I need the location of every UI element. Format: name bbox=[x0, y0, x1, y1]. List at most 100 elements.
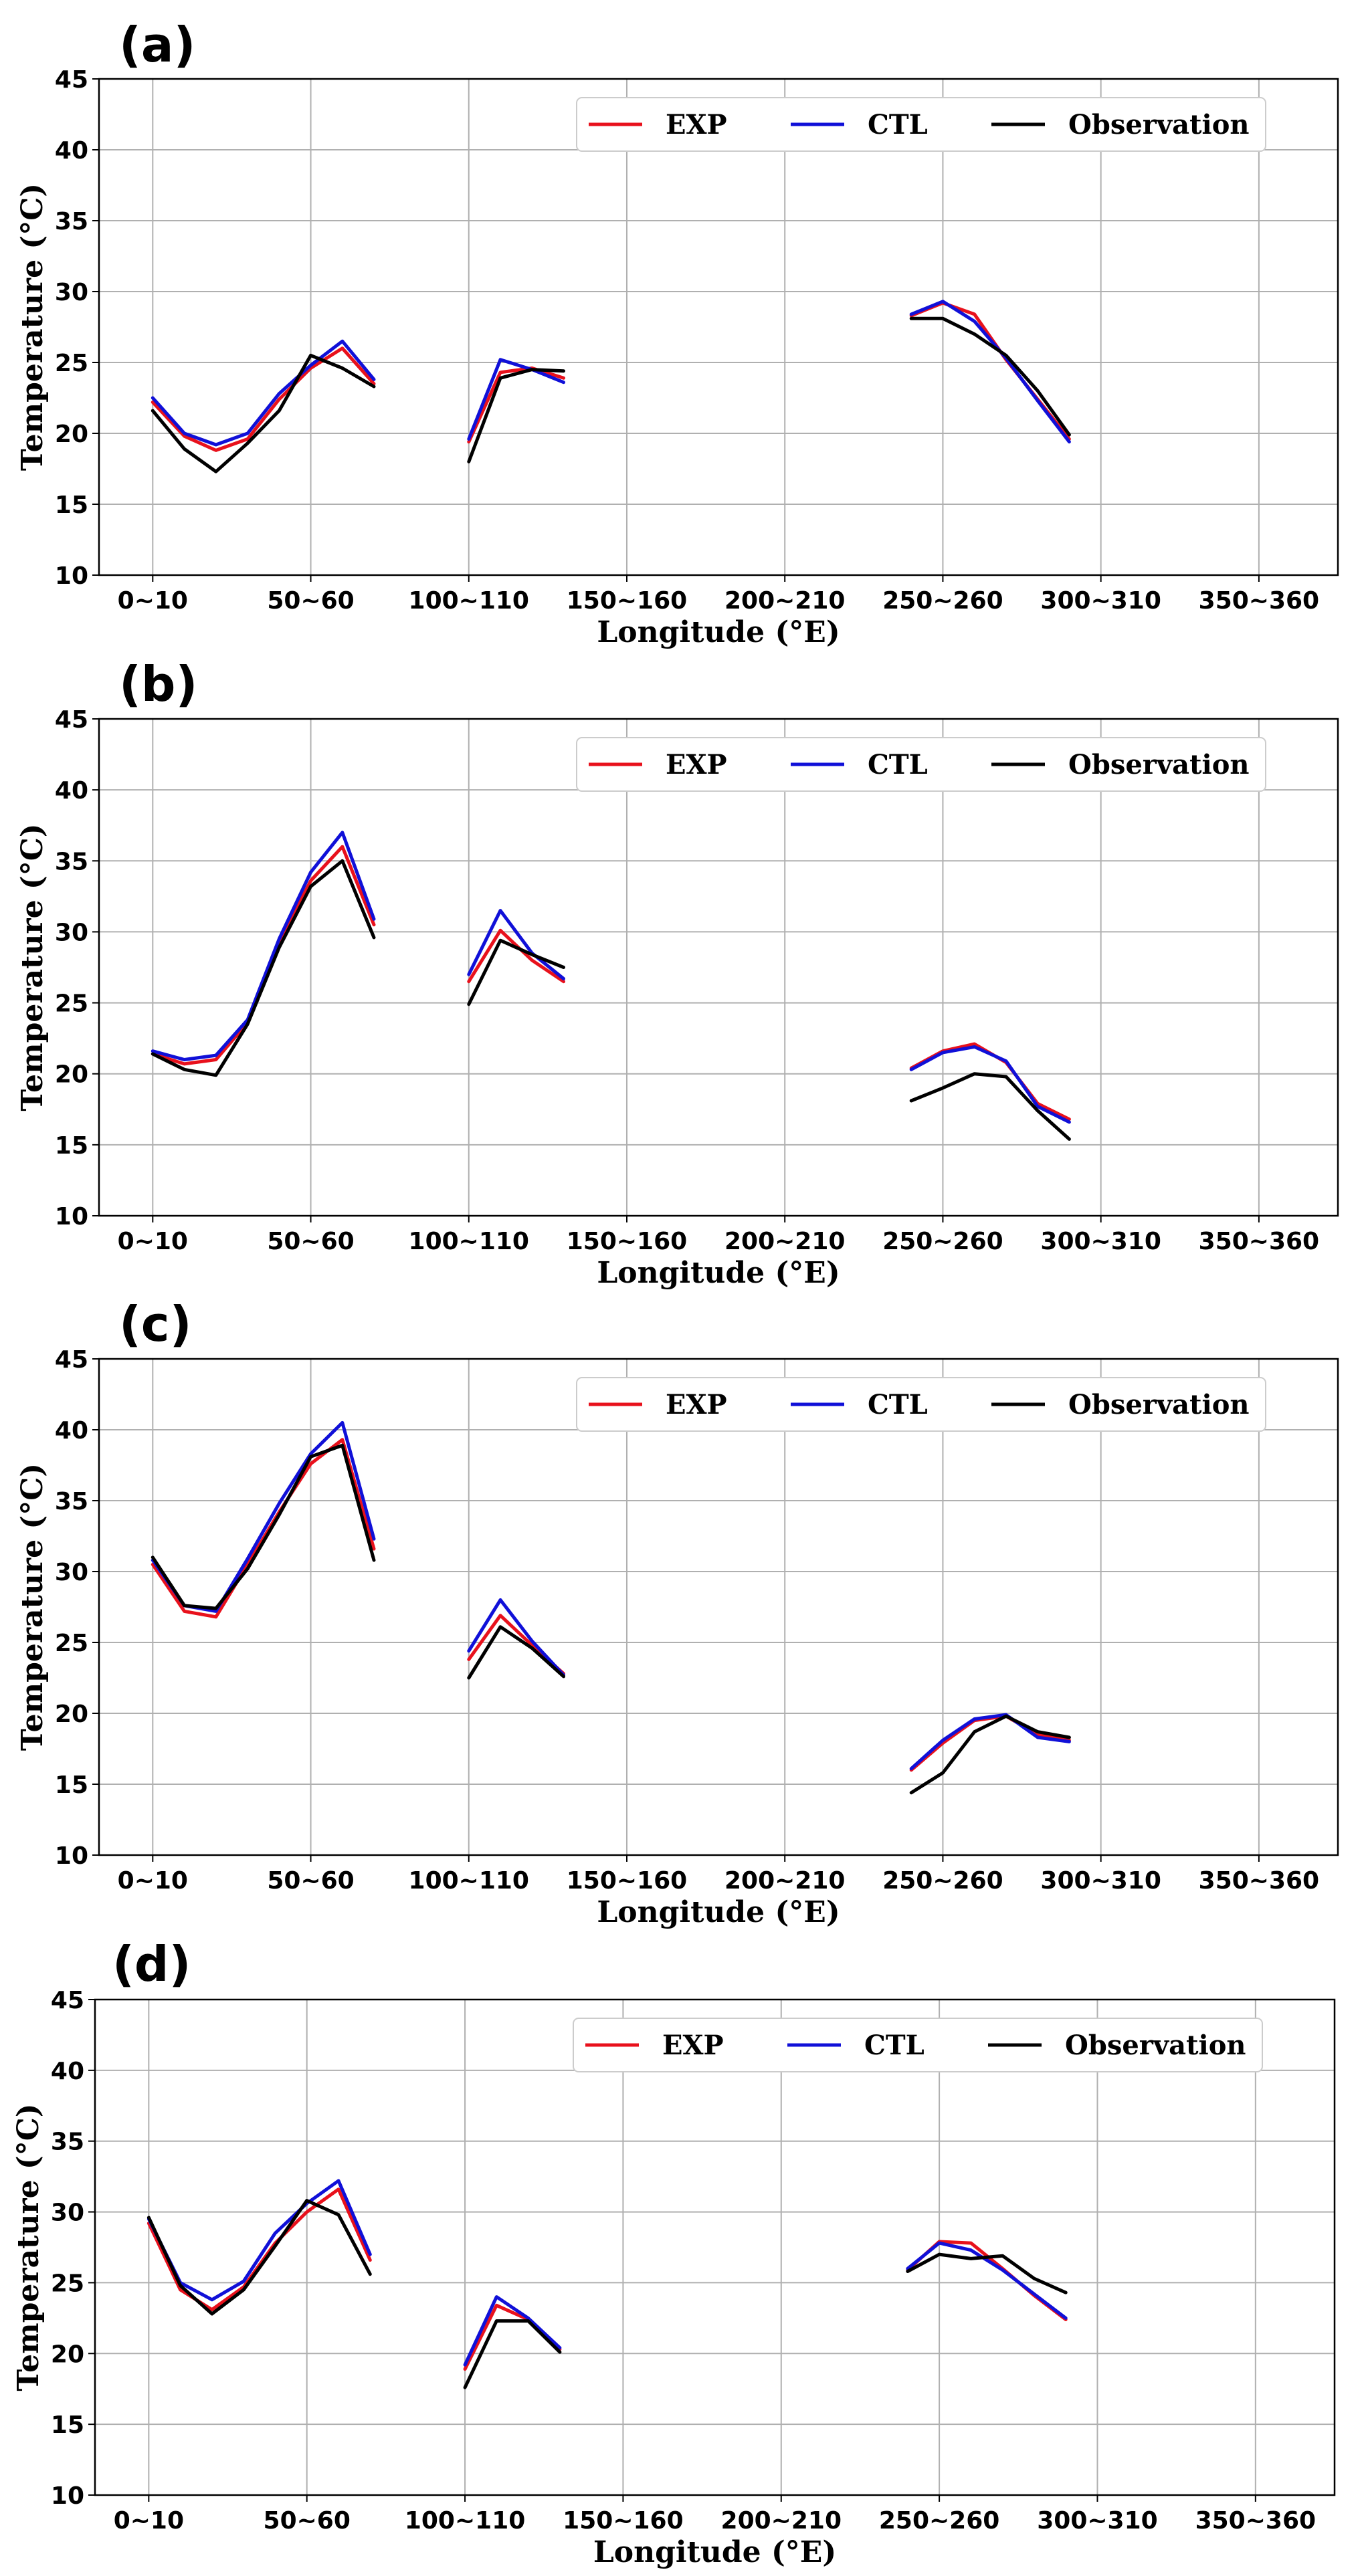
legend-label-observation: Observation bbox=[1068, 109, 1249, 140]
y-tick-label: 10 bbox=[51, 2482, 84, 2510]
y-tick-label: 40 bbox=[51, 2058, 84, 2085]
grid bbox=[99, 78, 1338, 576]
legend-label-observation: Observation bbox=[1068, 749, 1249, 780]
x-tick-label: 0~10 bbox=[118, 1867, 188, 1895]
x-axis-title: Longitude (°E) bbox=[597, 615, 840, 649]
series-line-exp bbox=[467, 928, 565, 984]
grid bbox=[95, 1999, 1335, 2496]
y-tick-label: 20 bbox=[51, 2341, 84, 2368]
legend: EXP CTL Observation bbox=[576, 97, 1266, 152]
x-tick-label: 0~10 bbox=[118, 587, 188, 615]
legend-label-exp: EXP bbox=[666, 109, 727, 140]
y-tick-label: 45 bbox=[55, 66, 88, 94]
series-line-exp bbox=[151, 346, 376, 452]
y-tick-label: 45 bbox=[55, 1346, 88, 1374]
series-line-observation bbox=[151, 859, 376, 1077]
y-tick-label: 40 bbox=[55, 137, 88, 165]
chart-panel-2: (c) 10 15 20 25 30 35 40 45 0~10 50~60 100~110 150~1… bbox=[15, 1296, 1339, 1929]
plot-frame bbox=[98, 78, 1339, 576]
y-axis-title: Temperature (°C) bbox=[15, 1463, 50, 1751]
x-tick-label: 200~210 bbox=[724, 1228, 845, 1255]
y-tick-label: 35 bbox=[51, 2129, 84, 2156]
legend-label-observation: Observation bbox=[1068, 1389, 1249, 1420]
x-tick-label: 300~310 bbox=[1040, 587, 1161, 615]
panel-label: (a) bbox=[119, 17, 195, 73]
y-tick-label: 25 bbox=[51, 2270, 84, 2297]
x-tick-label: 100~110 bbox=[409, 587, 529, 615]
x-tick-label: 300~310 bbox=[1037, 2507, 1157, 2535]
legend: EXP CTL Observation bbox=[573, 2018, 1263, 2072]
x-tick-label: 0~10 bbox=[114, 2507, 184, 2535]
y-tick-label: 20 bbox=[55, 421, 88, 448]
legend-label-ctl: CTL bbox=[868, 1389, 928, 1420]
series-line-ctl bbox=[467, 1598, 565, 1677]
y-tick-label: 35 bbox=[55, 208, 88, 235]
y-tick-label: 25 bbox=[55, 990, 88, 1018]
series-line-exp bbox=[147, 2187, 372, 2312]
series-lines bbox=[151, 300, 1071, 473]
series-line-observation bbox=[147, 2199, 372, 2316]
series-line-observation bbox=[467, 938, 565, 1006]
x-tick-label: 150~160 bbox=[567, 587, 687, 615]
x-tick-label: 250~260 bbox=[879, 2507, 999, 2535]
x-tick-label: 300~310 bbox=[1040, 1867, 1161, 1895]
legend-box bbox=[576, 737, 1266, 792]
x-tick-label: 100~110 bbox=[405, 2507, 525, 2535]
y-tick-label: 15 bbox=[51, 2411, 84, 2439]
x-tick-label: 100~110 bbox=[409, 1228, 529, 1255]
y-tick-label: 40 bbox=[55, 1417, 88, 1444]
y-tick-label: 30 bbox=[51, 2199, 84, 2227]
series-line-exp bbox=[467, 366, 565, 444]
x-tick-label: 250~260 bbox=[882, 1228, 1003, 1255]
y-tick-label: 35 bbox=[55, 848, 88, 875]
x-axis-title: Longitude (°E) bbox=[593, 2535, 836, 2569]
series-line-ctl bbox=[151, 1420, 376, 1613]
x-tick-label: 200~210 bbox=[724, 1867, 845, 1895]
y-tick-label: 15 bbox=[55, 1132, 88, 1160]
y-tick-label: 30 bbox=[55, 1559, 88, 1586]
legend-label-exp: EXP bbox=[666, 749, 727, 780]
series-line-observation bbox=[151, 353, 376, 473]
series-lines bbox=[151, 1420, 1071, 1795]
series-line-observation bbox=[467, 368, 565, 463]
series-line-observation bbox=[467, 1625, 565, 1680]
series-line-ctl bbox=[147, 2179, 372, 2302]
series-line-observation bbox=[909, 316, 1071, 437]
x-tick-label: 250~260 bbox=[882, 1867, 1003, 1895]
legend-label-ctl: CTL bbox=[864, 2030, 925, 2061]
series-line-ctl bbox=[906, 2241, 1068, 2320]
y-axis-title: Temperature (°C) bbox=[11, 2103, 45, 2391]
x-tick-label: 250~260 bbox=[882, 587, 1003, 615]
x-tick-label: 350~360 bbox=[1199, 587, 1319, 615]
series-lines bbox=[151, 831, 1071, 1141]
y-tick-label: 45 bbox=[55, 706, 88, 734]
x-tick-label: 50~60 bbox=[264, 2507, 351, 2535]
plot-frame bbox=[98, 718, 1339, 1217]
series-line-ctl bbox=[467, 358, 565, 441]
legend-box bbox=[576, 97, 1266, 152]
series-lines bbox=[147, 2179, 1068, 2389]
series-line-ctl bbox=[463, 2295, 562, 2367]
series-line-exp bbox=[151, 845, 376, 1066]
series-line-ctl bbox=[909, 1045, 1071, 1124]
series-line-ctl bbox=[909, 1713, 1071, 1771]
x-tick-label: 150~160 bbox=[567, 1867, 687, 1895]
y-tick-label: 25 bbox=[55, 1630, 88, 1657]
grid bbox=[99, 718, 1338, 1216]
series-line-ctl bbox=[151, 831, 376, 1061]
y-tick-label: 30 bbox=[55, 279, 88, 306]
legend: EXP CTL Observation bbox=[576, 737, 1266, 792]
legend-box bbox=[576, 1377, 1266, 1432]
x-axis-title: Longitude (°E) bbox=[597, 1256, 840, 1290]
panel-label: (d) bbox=[112, 1936, 191, 1992]
series-line-observation bbox=[909, 1714, 1071, 1795]
series-line-observation bbox=[151, 1443, 376, 1610]
legend-label-exp: EXP bbox=[662, 2030, 724, 2061]
series-line-exp bbox=[909, 301, 1071, 441]
y-tick-label: 40 bbox=[55, 777, 88, 804]
x-tick-label: 50~60 bbox=[267, 1867, 354, 1895]
series-line-observation bbox=[909, 1072, 1071, 1141]
x-tick-label: 350~360 bbox=[1199, 1867, 1319, 1895]
y-axis-title: Temperature (°C) bbox=[15, 823, 50, 1111]
y-tick-label: 10 bbox=[55, 1842, 88, 1870]
